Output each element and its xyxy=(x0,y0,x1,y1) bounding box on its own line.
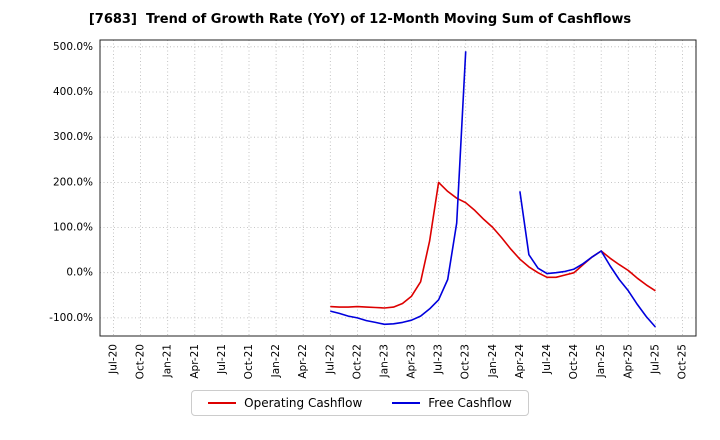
free-cashflow-line-icon xyxy=(392,401,421,404)
svg-text:Jan-21: Jan-21 xyxy=(162,344,174,378)
svg-text:Jan-22: Jan-22 xyxy=(270,344,282,378)
svg-text:Oct-20: Oct-20 xyxy=(135,344,147,379)
svg-text:Jul-24: Jul-24 xyxy=(541,343,553,374)
svg-text:Jul-23: Jul-23 xyxy=(433,344,445,375)
svg-text:Apr-22: Apr-22 xyxy=(297,344,309,379)
svg-text:-100.0%: -100.0% xyxy=(49,311,93,323)
svg-text:Apr-23: Apr-23 xyxy=(406,344,418,379)
svg-text:Jul-21: Jul-21 xyxy=(216,344,228,375)
svg-text:300.0%: 300.0% xyxy=(53,131,93,143)
svg-text:Jul-20: Jul-20 xyxy=(108,344,120,375)
svg-text:Jul-22: Jul-22 xyxy=(324,344,336,375)
svg-text:Apr-24: Apr-24 xyxy=(514,343,526,378)
svg-text:200.0%: 200.0% xyxy=(53,176,93,188)
legend-item-free-cashflow: Free Cashflow xyxy=(392,396,512,410)
svg-text:Oct-22: Oct-22 xyxy=(351,344,363,379)
svg-text:Oct-23: Oct-23 xyxy=(460,344,472,379)
svg-text:Jan-23: Jan-23 xyxy=(379,344,391,378)
legend-item-operating-cashflow: Operating Cashflow xyxy=(208,396,362,410)
svg-text:Jul-25: Jul-25 xyxy=(649,344,661,375)
chart-legend: Operating Cashflow Free Cashflow xyxy=(191,389,529,416)
svg-text:Oct-21: Oct-21 xyxy=(243,344,255,379)
svg-text:Oct-25: Oct-25 xyxy=(677,344,689,379)
svg-text:100.0%: 100.0% xyxy=(53,221,93,233)
legend-label-free-cashflow: Free Cashflow xyxy=(428,395,512,410)
svg-text:Jan-25: Jan-25 xyxy=(595,344,607,378)
svg-text:0.0%: 0.0% xyxy=(66,266,93,278)
operating-cashflow-line-icon xyxy=(208,401,237,404)
chart-title: [7683] Trend of Growth Rate (YoY) of 12-… xyxy=(88,12,632,27)
chart-plot-area: Jul-20 Oct-20 Jan-21 Apr-21 Jul-21 Oct-21 Jan-… xyxy=(49,39,697,379)
svg-text:Apr-25: Apr-25 xyxy=(622,344,634,379)
svg-text:Apr-21: Apr-21 xyxy=(189,344,201,379)
svg-text:400.0%: 400.0% xyxy=(53,86,93,98)
svg-text:Oct-24: Oct-24 xyxy=(568,343,580,379)
svg-text:500.0%: 500.0% xyxy=(53,40,93,52)
svg-text:Jan-24: Jan-24 xyxy=(487,343,499,378)
legend-label-operating-cashflow: Operating Cashflow xyxy=(244,395,363,410)
